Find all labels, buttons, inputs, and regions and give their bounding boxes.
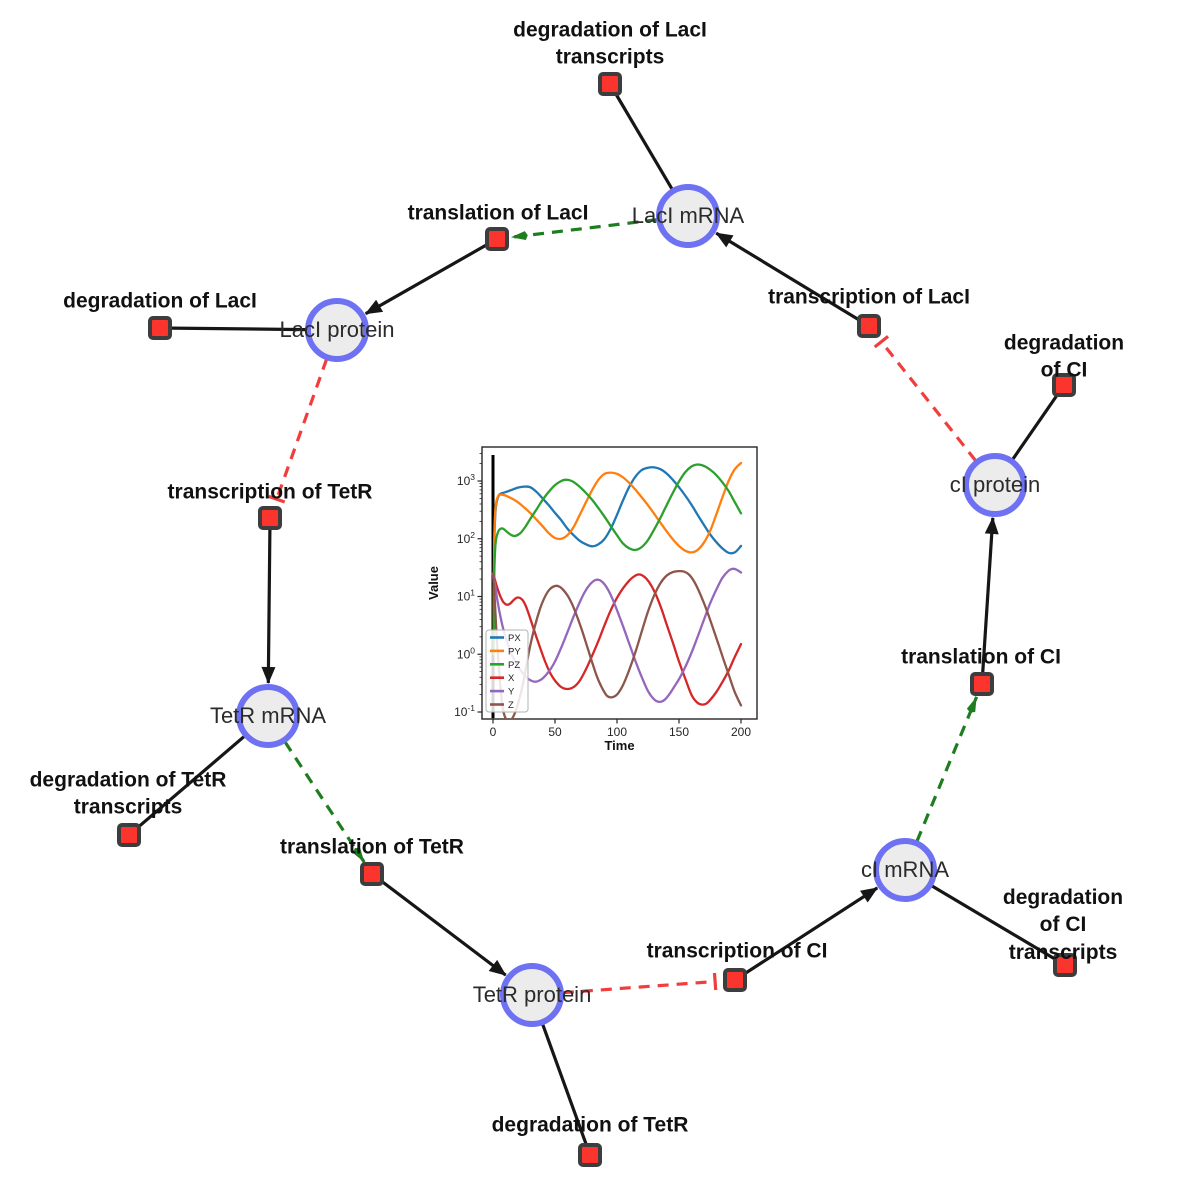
reaction-node-deg_tetr_tx[interactable]	[117, 823, 141, 847]
legend-label-Z: Z	[508, 700, 514, 711]
x-tick-label: 0	[490, 725, 497, 739]
x-axis-label: Time	[604, 738, 634, 753]
reaction-node-tl_ci[interactable]	[970, 672, 994, 696]
y-tick-label: 100	[457, 645, 475, 661]
y-tick-label: 103	[457, 472, 475, 488]
reaction-label-deg_laci: degradation of LacI	[63, 289, 257, 313]
reaction-node-deg_ci[interactable]	[1052, 373, 1076, 397]
chart-legend: PX PY PZ XYZ	[485, 629, 529, 713]
species-node-laci_mrna[interactable]	[656, 184, 720, 248]
reaction-node-tx_laci[interactable]	[857, 314, 881, 338]
edge-translation-ci_mrna-tl_ci	[915, 696, 979, 843]
reaction-label-tx_ci: transcription of CI	[646, 939, 828, 963]
edge-production-tl_ci-ci_protein	[981, 516, 999, 674]
reaction-label-tl_ci: translation of CI	[901, 645, 1061, 669]
x-tick-label: 50	[548, 725, 562, 739]
edge-consumption-ci_mrna-deg_ci_tx	[930, 884, 1057, 961]
species-node-ci_protein[interactable]	[963, 453, 1027, 517]
reaction-label-deg_tetr: degradation of TetR	[491, 1113, 689, 1137]
edge-production-tx_tetr-tetr_mrna	[261, 528, 276, 684]
edge-consumption-laci_mrna-deg_laci_tx	[614, 92, 674, 191]
reaction-node-tl_tetr[interactable]	[360, 862, 384, 886]
edge-consumption-ci_protein-deg_ci	[1011, 393, 1060, 461]
reaction-node-tx_ci[interactable]	[723, 968, 747, 992]
series-X-line	[491, 572, 743, 706]
time-course-chart: 0 50 100 150 200 10-1 100 101 102 103 Time Value PX P…	[425, 441, 770, 763]
y-tick-label: 102	[457, 530, 475, 546]
x-tick-label: 150	[669, 725, 689, 739]
reaction-node-deg_tetr[interactable]	[578, 1143, 602, 1167]
species-node-ci_mrna[interactable]	[873, 838, 937, 902]
edge-production-tl_laci-laci_protein	[364, 243, 489, 316]
species-node-laci_protein[interactable]	[305, 298, 369, 362]
reaction-label-tx_laci: transcription of LacI	[768, 285, 970, 309]
edge-translation-laci_mrna-tl_laci	[510, 218, 658, 241]
edge-inhibition-tetr_protein-tx_ci	[562, 972, 718, 995]
species-node-tetr_mrna[interactable]	[236, 684, 300, 748]
legend-label-PY: PY	[508, 646, 521, 657]
reaction-node-tx_tetr[interactable]	[258, 506, 282, 530]
legend-label-PX: PX	[508, 633, 521, 644]
edge-inhibition-ci_protein-tx_laci	[873, 335, 977, 462]
edge-production-tl_tetr-tetr_protein	[379, 879, 507, 977]
edge-consumption-tetr_mrna-deg_tetr_tx	[136, 734, 246, 830]
legend-label-PZ: PZ	[508, 660, 520, 671]
reaction-label-deg_tetr_tx: degradation of TetR transcripts	[29, 768, 227, 819]
series-PZ-line	[492, 463, 743, 656]
edge-inhibition-laci_protein-tx_tetr	[268, 358, 329, 504]
y-tick-label: 10-1	[454, 703, 475, 719]
edge-consumption-tetr_protein-deg_tetr	[541, 1023, 588, 1146]
legend-label-Y: Y	[508, 687, 515, 698]
reaction-label-deg_laci_tx: degradation of LacI transcripts	[513, 18, 707, 69]
x-tick-label: 200	[731, 725, 751, 739]
reaction-label-tl_tetr: translation of TetR	[280, 835, 464, 859]
series-PX-line	[492, 466, 743, 639]
y-tick-label: 101	[457, 588, 475, 604]
reaction-label-tx_tetr: transcription of TetR	[167, 480, 373, 504]
edge-production-tx_ci-ci_mrna	[743, 886, 879, 976]
series-PY-line	[492, 461, 743, 639]
y-axis-label: Value	[426, 566, 441, 600]
legend-label-X: X	[508, 673, 515, 684]
reaction-node-tl_laci[interactable]	[485, 227, 509, 251]
reaction-node-deg_ci_tx[interactable]	[1053, 953, 1077, 977]
reaction-node-deg_laci_tx[interactable]	[598, 72, 622, 96]
edge-consumption-laci_protein-deg_laci	[170, 326, 307, 332]
x-tick-label: 100	[607, 725, 627, 739]
edge-translation-tetr_mrna-tl_tetr	[283, 741, 366, 864]
edge-production-tx_laci-laci_mrna	[715, 231, 861, 322]
reaction-node-deg_laci[interactable]	[148, 316, 172, 340]
species-node-tetr_protein[interactable]	[500, 963, 564, 1027]
reaction-label-tl_laci: translation of LacI	[407, 201, 589, 225]
time-course-plot: 0 50 100 150 20010-1100101102103TimeValuePXP…	[426, 446, 758, 753]
